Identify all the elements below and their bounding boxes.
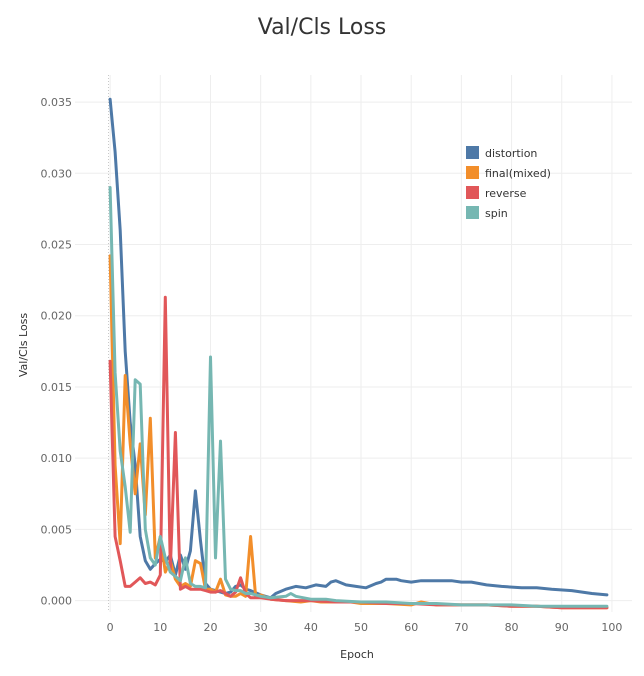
y-tick-label: 0.020 <box>41 310 73 323</box>
x-tick-label: 50 <box>354 621 368 634</box>
y-axis-ticks: 0.000 0.005 0.010 0.015 0.020 0.025 0.030 0.035 <box>41 96 73 608</box>
legend: distortion final(mixed) reverse spin <box>466 146 551 220</box>
legend-label: spin <box>485 207 508 220</box>
series-line-final-mixed <box>108 254 609 610</box>
chart-title: Val/Cls Loss <box>258 15 387 40</box>
legend-label: final(mixed) <box>485 167 551 180</box>
y-axis-title: Val/Cls Loss <box>17 313 30 378</box>
y-tick-label: 0.015 <box>41 381 73 394</box>
legend-swatch <box>466 206 479 219</box>
legend-label: reverse <box>485 187 527 200</box>
y-tick-label: 0.035 <box>41 96 73 109</box>
grid-lines <box>75 75 632 612</box>
series-lines <box>108 97 609 610</box>
y-tick-label: 0.030 <box>41 167 73 180</box>
y-tick-label: 0.025 <box>41 239 73 252</box>
y-tick-label: 0.005 <box>41 523 73 536</box>
x-tick-label: 0 <box>107 621 114 634</box>
x-tick-label: 10 <box>153 621 167 634</box>
x-tick-label: 70 <box>454 621 468 634</box>
x-tick-label: 80 <box>505 621 519 634</box>
x-tick-label: 90 <box>555 621 569 634</box>
legend-swatch <box>466 166 479 179</box>
legend-label: distortion <box>485 147 537 160</box>
x-axis-title: Epoch <box>340 648 374 661</box>
y-tick-label: 0.000 <box>41 595 73 608</box>
x-axis-ticks: 0 10 20 30 40 50 60 70 80 90 100 <box>107 621 623 634</box>
legend-swatch <box>466 186 479 199</box>
series-line-spin <box>108 186 609 608</box>
x-tick-label: 100 <box>601 621 622 634</box>
x-tick-label: 20 <box>203 621 217 634</box>
y-tick-label: 0.010 <box>41 452 73 465</box>
x-tick-label: 30 <box>254 621 268 634</box>
x-tick-label: 40 <box>304 621 318 634</box>
legend-swatch <box>466 146 479 159</box>
x-tick-label: 60 <box>404 621 418 634</box>
